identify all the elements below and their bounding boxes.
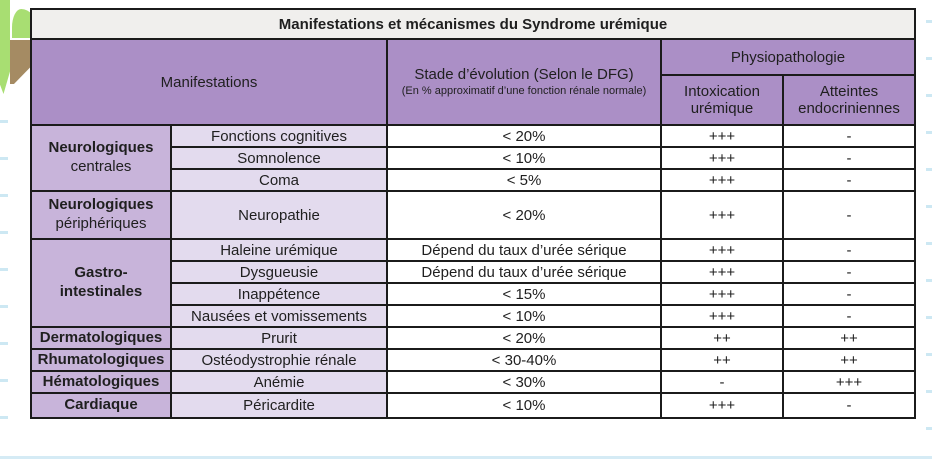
ruled-lines-left xyxy=(0,120,8,450)
manifestation-cell: Ostéodystrophie rénale xyxy=(170,348,388,372)
category-name: Neurologiques xyxy=(48,196,154,214)
stade-cell: < 10% xyxy=(386,304,662,328)
category-name: Dermatologiques xyxy=(39,328,163,346)
atteintes-header: Atteintes endocriniennes xyxy=(782,74,916,126)
endocriniennes-cell: - xyxy=(782,146,916,170)
intoxication-cell: +++ xyxy=(660,260,784,284)
table-row: Cardiaque Péricardite < 10% +++ - xyxy=(30,392,916,419)
category-cell: Rhumatologiques xyxy=(30,348,172,372)
bottom-rule-line xyxy=(0,456,932,459)
uremic-syndrome-table: Manifestations et mécanismes du Syndrome… xyxy=(30,8,916,419)
table-row: Somnolence < 10% +++ - xyxy=(31,146,916,170)
intoxication-cell: - xyxy=(660,370,784,394)
manifestation-cell: Haleine urémique xyxy=(170,238,388,262)
table-title-row: Manifestations et mécanismes du Syndrome… xyxy=(30,8,916,40)
stade-header-main: Stade d’évolution (Selon le DFG) xyxy=(414,66,634,84)
endocriniennes-cell: ++ xyxy=(782,326,916,350)
intoxication-cell: ++ xyxy=(660,348,784,372)
manifestation-cell: Dysgueusie xyxy=(170,260,388,284)
stade-cell: < 30-40% xyxy=(386,348,662,372)
intoxication-cell: +++ xyxy=(660,146,784,170)
brown-corner-decoration xyxy=(10,40,32,84)
table-row: Inappétence < 15% +++ - xyxy=(31,282,916,306)
category-cell: Cardiaque xyxy=(30,392,172,419)
stade-header-note: (En % approximatif d’une fonction rénale… xyxy=(401,84,647,97)
manifestation-cell: Coma xyxy=(170,168,388,192)
table-row: Hématologiques Anémie < 30% - +++ xyxy=(30,370,916,394)
stade-cell: < 20% xyxy=(386,124,662,148)
endocriniennes-cell: - xyxy=(782,168,916,192)
endocriniennes-cell: - xyxy=(782,392,916,419)
manifestation-cell: Neuropathie xyxy=(170,190,388,240)
intoxication-header: Intoxication urémique xyxy=(660,74,784,126)
intoxication-cell: +++ xyxy=(660,392,784,419)
physiopathologie-header: Physiopathologie xyxy=(660,38,916,76)
stade-cell: < 10% xyxy=(386,392,662,419)
category-name: Cardiaque xyxy=(64,396,138,414)
table-title: Manifestations et mécanismes du Syndrome… xyxy=(30,8,916,40)
endocriniennes-cell: - xyxy=(782,124,916,148)
stade-cell: Dépend du taux d’urée sérique xyxy=(386,260,662,284)
endocriniennes-cell: - xyxy=(782,260,916,284)
category-cell: Gastro-intestinales xyxy=(30,238,172,328)
header-row-sub: Intoxication urémique Atteintes endocrin… xyxy=(31,74,916,126)
manifestation-cell: Somnolence xyxy=(170,146,388,170)
manifestation-cell: Inappétence xyxy=(170,282,388,306)
table-row: Neurologiques centrales Fonctions cognit… xyxy=(30,124,916,192)
header-row-top: Manifestations Stade d’évolution (Selon … xyxy=(30,38,916,126)
category-cell: Neurologiques périphériques xyxy=(30,190,172,240)
manifestation-cell: Anémie xyxy=(170,370,388,394)
table-row: Nausées et vomissements < 10% +++ - xyxy=(31,304,916,328)
stade-cell: < 10% xyxy=(386,146,662,170)
manifestation-cell: Nausées et vomissements xyxy=(170,304,388,328)
manifestation-cell: Fonctions cognitives xyxy=(170,124,388,148)
endocriniennes-cell: - xyxy=(782,190,916,240)
category-cell: Dermatologiques xyxy=(30,326,172,350)
stade-cell: < 30% xyxy=(386,370,662,394)
category-subname: périphériques xyxy=(55,215,147,232)
stade-header: Stade d’évolution (Selon le DFG) (En % a… xyxy=(386,38,662,126)
manifestation-cell: Prurit xyxy=(170,326,388,350)
category-name: Rhumatologiques xyxy=(37,350,165,368)
ruled-lines-right xyxy=(926,20,932,448)
stade-cell: < 20% xyxy=(386,190,662,240)
table-row: Neurologiques périphériques Neuropathie … xyxy=(30,190,916,240)
table-row: Coma < 5% +++ - xyxy=(31,168,916,192)
intoxication-cell: +++ xyxy=(660,238,784,262)
endocriniennes-cell: - xyxy=(782,304,916,328)
category-name: Neurologiques xyxy=(48,139,154,157)
endocriniennes-cell: - xyxy=(782,282,916,306)
green-strip-decoration xyxy=(0,0,10,94)
category-name: Gastro-intestinales xyxy=(59,264,143,300)
stade-cell: Dépend du taux d’urée sérique xyxy=(386,238,662,262)
endocriniennes-cell: +++ xyxy=(782,370,916,394)
category-cell: Hématologiques xyxy=(30,370,172,394)
endocriniennes-cell: ++ xyxy=(782,348,916,372)
intoxication-cell: +++ xyxy=(660,282,784,306)
manifestation-cell: Péricardite xyxy=(170,392,388,419)
intoxication-cell: ++ xyxy=(660,326,784,350)
category-name: Hématologiques xyxy=(42,372,160,390)
intoxication-cell: +++ xyxy=(660,190,784,240)
stade-cell: < 15% xyxy=(386,282,662,306)
intoxication-cell: +++ xyxy=(660,124,784,148)
table-row: Rhumatologiques Ostéodystrophie rénale <… xyxy=(30,348,916,372)
intoxication-cell: +++ xyxy=(660,304,784,328)
table-row: Gastro-intestinales Haleine urémique Dép… xyxy=(30,238,916,328)
intoxication-cell: +++ xyxy=(660,168,784,192)
stade-cell: < 20% xyxy=(386,326,662,350)
endocriniennes-cell: - xyxy=(782,238,916,262)
stade-cell: < 5% xyxy=(386,168,662,192)
table-row: Dermatologiques Prurit < 20% ++ ++ xyxy=(30,326,916,350)
category-subname: centrales xyxy=(70,158,132,175)
manifestations-header: Manifestations xyxy=(30,38,388,126)
category-cell: Neurologiques centrales xyxy=(30,124,172,192)
table-row: Dysgueusie Dépend du taux d’urée sérique… xyxy=(31,260,916,284)
